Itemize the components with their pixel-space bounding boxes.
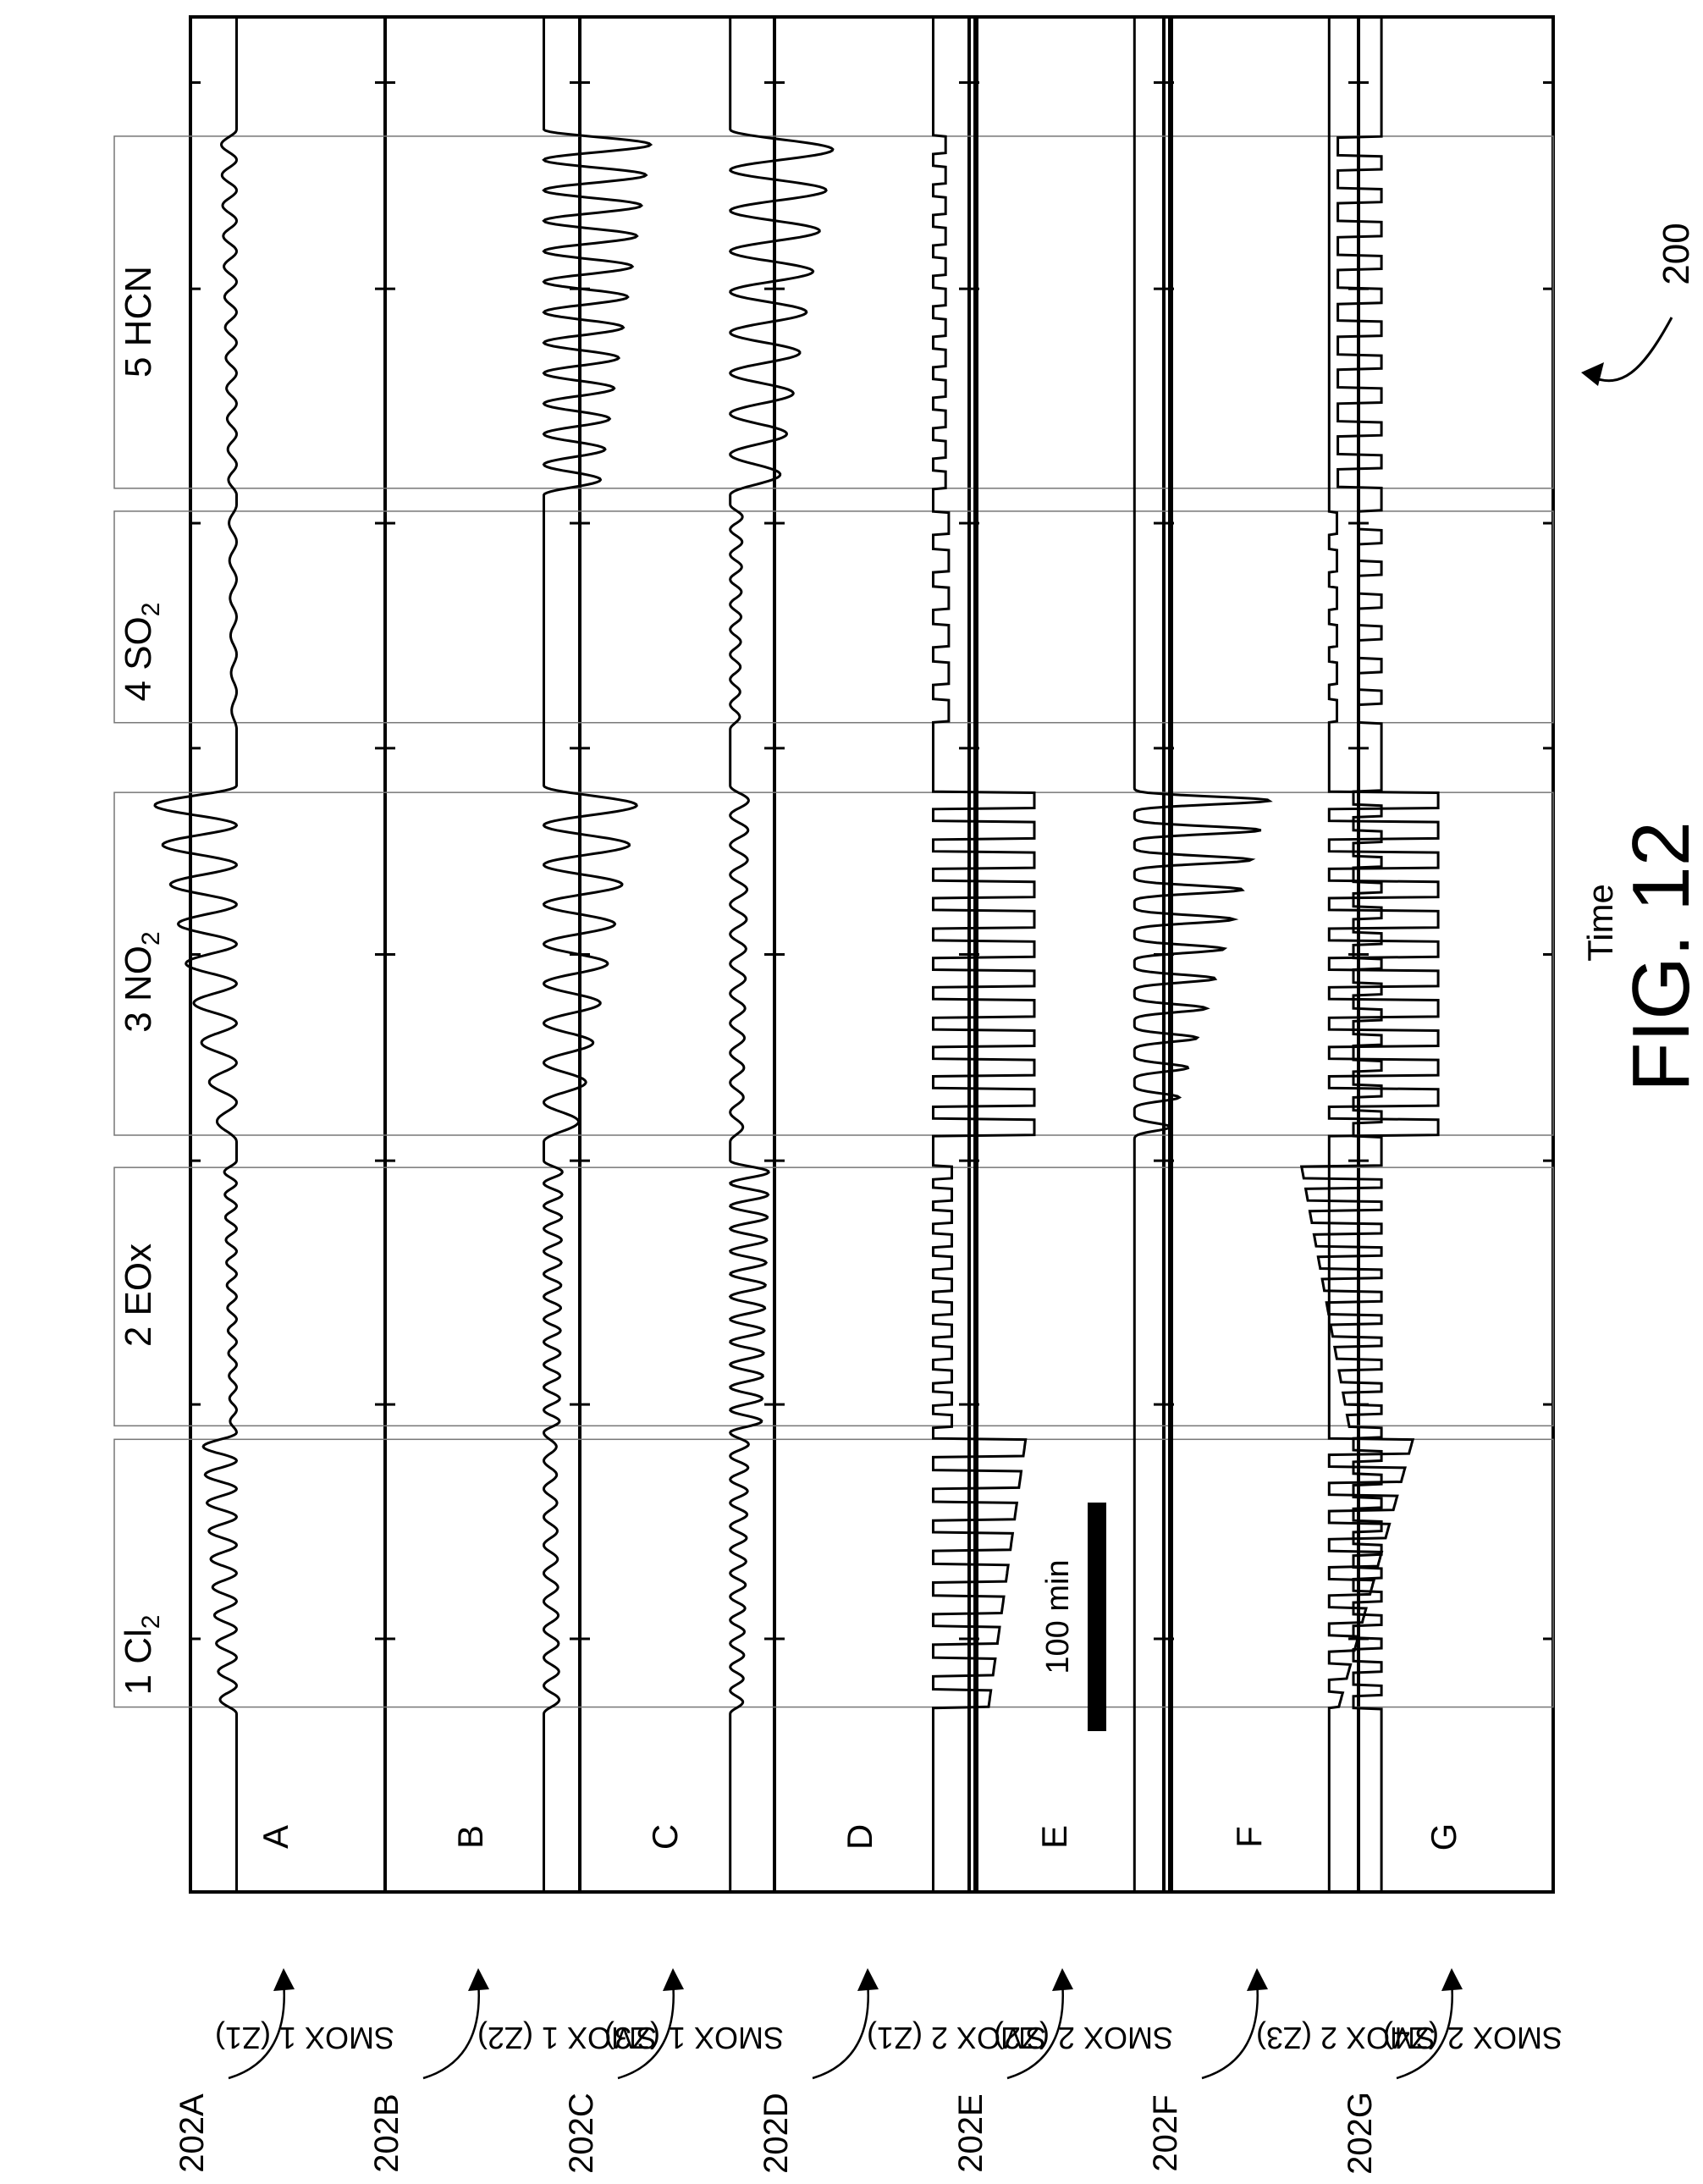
- sensor-label-C: SMOX 1 (Z3): [604, 2021, 784, 2055]
- gas-window-2: [113, 1166, 1554, 1427]
- panel-letter-D: D: [840, 1824, 879, 1850]
- ref-arrowhead: [273, 1968, 295, 1991]
- ref-arrow: [617, 1980, 675, 2080]
- figure-reference-arrowhead: [1581, 362, 1604, 386]
- ref-arrow: [812, 1980, 869, 2080]
- figure-caption: FIG. 12: [1616, 821, 1703, 1092]
- ref-label-202A: 202A: [174, 2093, 211, 2173]
- figure-reference-arrow: [1590, 317, 1673, 383]
- sensor-label-B: SMOX 1 (Z2): [477, 2021, 657, 2055]
- sensor-label-D: SMOX 2 (Z1): [867, 2021, 1046, 2055]
- ref-arrow: [1201, 1980, 1259, 2080]
- sensor-label-A: SMOX 1 (Z1): [215, 2021, 394, 2055]
- gas-label-1: 1 Cl2: [118, 1615, 165, 1696]
- gas-boxes: 1 Cl2 2 EOx 3 NO2 4 SO2 5 HCN: [113, 135, 1554, 1708]
- ref-arrow: [422, 1980, 480, 2080]
- ref-arrow: [1006, 1980, 1064, 2080]
- ref-arrowhead: [468, 1968, 489, 1991]
- gas-window-4: [113, 510, 1554, 724]
- ref-label-202D: 202D: [758, 2093, 795, 2174]
- gas-window-3: [113, 791, 1554, 1136]
- ref-arrow: [1396, 1980, 1453, 2080]
- ref-label-202C: 202C: [563, 2093, 600, 2174]
- gas-window-1: [113, 1438, 1554, 1708]
- panel-letter-G: G: [1424, 1823, 1463, 1851]
- ref-label-202F: 202F: [1147, 2094, 1184, 2171]
- gas-label-2: 2 EOx: [118, 1244, 159, 1347]
- panel-letter-A: A: [256, 1825, 295, 1849]
- gas-label-3: 3 NO2: [118, 931, 165, 1032]
- panel-letter-F: F: [1229, 1826, 1269, 1848]
- trace-A: [153, 17, 239, 1892]
- scale-bar-label: 100 min: [1040, 1559, 1076, 1674]
- panel-letter-B: B: [450, 1825, 490, 1849]
- trace-E: [1133, 17, 1273, 1892]
- scale-bar: [1088, 1503, 1106, 1731]
- sensor-label-E: SMOX 2 (Z2): [994, 2021, 1173, 2055]
- ref-arrowhead: [857, 1968, 879, 1991]
- ref-arrowhead: [663, 1968, 684, 1991]
- panel-letter-C: C: [645, 1824, 685, 1850]
- trace-G: [1299, 17, 1383, 1892]
- sensor-label-F: SMOX 2 (Z3): [1256, 2021, 1436, 2055]
- sensor-label-G: SMOX 2 (Z4): [1383, 2021, 1562, 2055]
- trace-D: [932, 17, 1036, 1892]
- figure-reference: 200: [1656, 223, 1697, 284]
- ref-arrowhead: [1441, 1968, 1463, 1991]
- plot-area: [189, 15, 1555, 1894]
- trace-B: [542, 17, 653, 1892]
- sensor-traces: [153, 17, 1440, 1892]
- trace-F: [1327, 17, 1440, 1892]
- x-axis-label: Time: [1580, 884, 1620, 962]
- ref-label-202G: 202G: [1342, 2092, 1379, 2175]
- ref-arrowhead: [1247, 1968, 1268, 1991]
- gas-window-5: [113, 135, 1554, 489]
- gas-label-4: 4 SO2: [118, 603, 165, 702]
- ref-arrowhead: [1052, 1968, 1073, 1991]
- ref-label-202E: 202E: [952, 2093, 989, 2172]
- trace-C: [728, 17, 835, 1892]
- gas-label-5: 5 HCN: [118, 266, 159, 378]
- ref-label-202B: 202B: [368, 2093, 405, 2172]
- ref-arrow: [228, 1980, 285, 2080]
- annotations: A SMOX 1 (Z1) 202A B SMOX 1 (Z2) 202B C SMOX 1 …: [174, 1823, 1562, 2175]
- panel-letter-E: E: [1034, 1825, 1074, 1849]
